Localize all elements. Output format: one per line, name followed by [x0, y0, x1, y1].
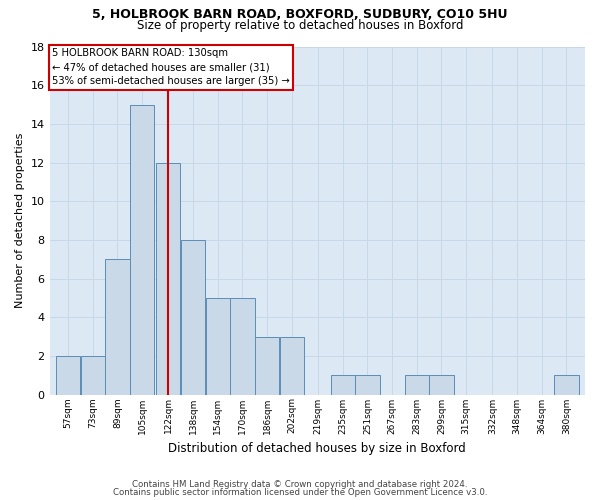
Bar: [280, 336, 304, 394]
Bar: [430, 375, 454, 394]
Bar: [206, 298, 230, 394]
Bar: [255, 336, 279, 394]
Bar: [404, 375, 429, 394]
Bar: [56, 356, 80, 395]
Text: 5, HOLBROOK BARN ROAD, BOXFORD, SUDBURY, CO10 5HU: 5, HOLBROOK BARN ROAD, BOXFORD, SUDBURY,…: [92, 8, 508, 20]
Y-axis label: Number of detached properties: Number of detached properties: [15, 133, 25, 308]
Bar: [181, 240, 205, 394]
Bar: [130, 104, 154, 395]
Bar: [331, 375, 355, 394]
Bar: [355, 375, 380, 394]
Bar: [80, 356, 105, 395]
Text: 5 HOLBROOK BARN ROAD: 130sqm
← 47% of detached houses are smaller (31)
53% of se: 5 HOLBROOK BARN ROAD: 130sqm ← 47% of de…: [52, 48, 290, 86]
Bar: [230, 298, 254, 394]
Bar: [554, 375, 578, 394]
Bar: [156, 162, 181, 394]
Text: Contains public sector information licensed under the Open Government Licence v3: Contains public sector information licen…: [113, 488, 487, 497]
Bar: [106, 259, 130, 394]
Text: Contains HM Land Registry data © Crown copyright and database right 2024.: Contains HM Land Registry data © Crown c…: [132, 480, 468, 489]
X-axis label: Distribution of detached houses by size in Boxford: Distribution of detached houses by size …: [169, 442, 466, 455]
Text: Size of property relative to detached houses in Boxford: Size of property relative to detached ho…: [137, 19, 463, 32]
